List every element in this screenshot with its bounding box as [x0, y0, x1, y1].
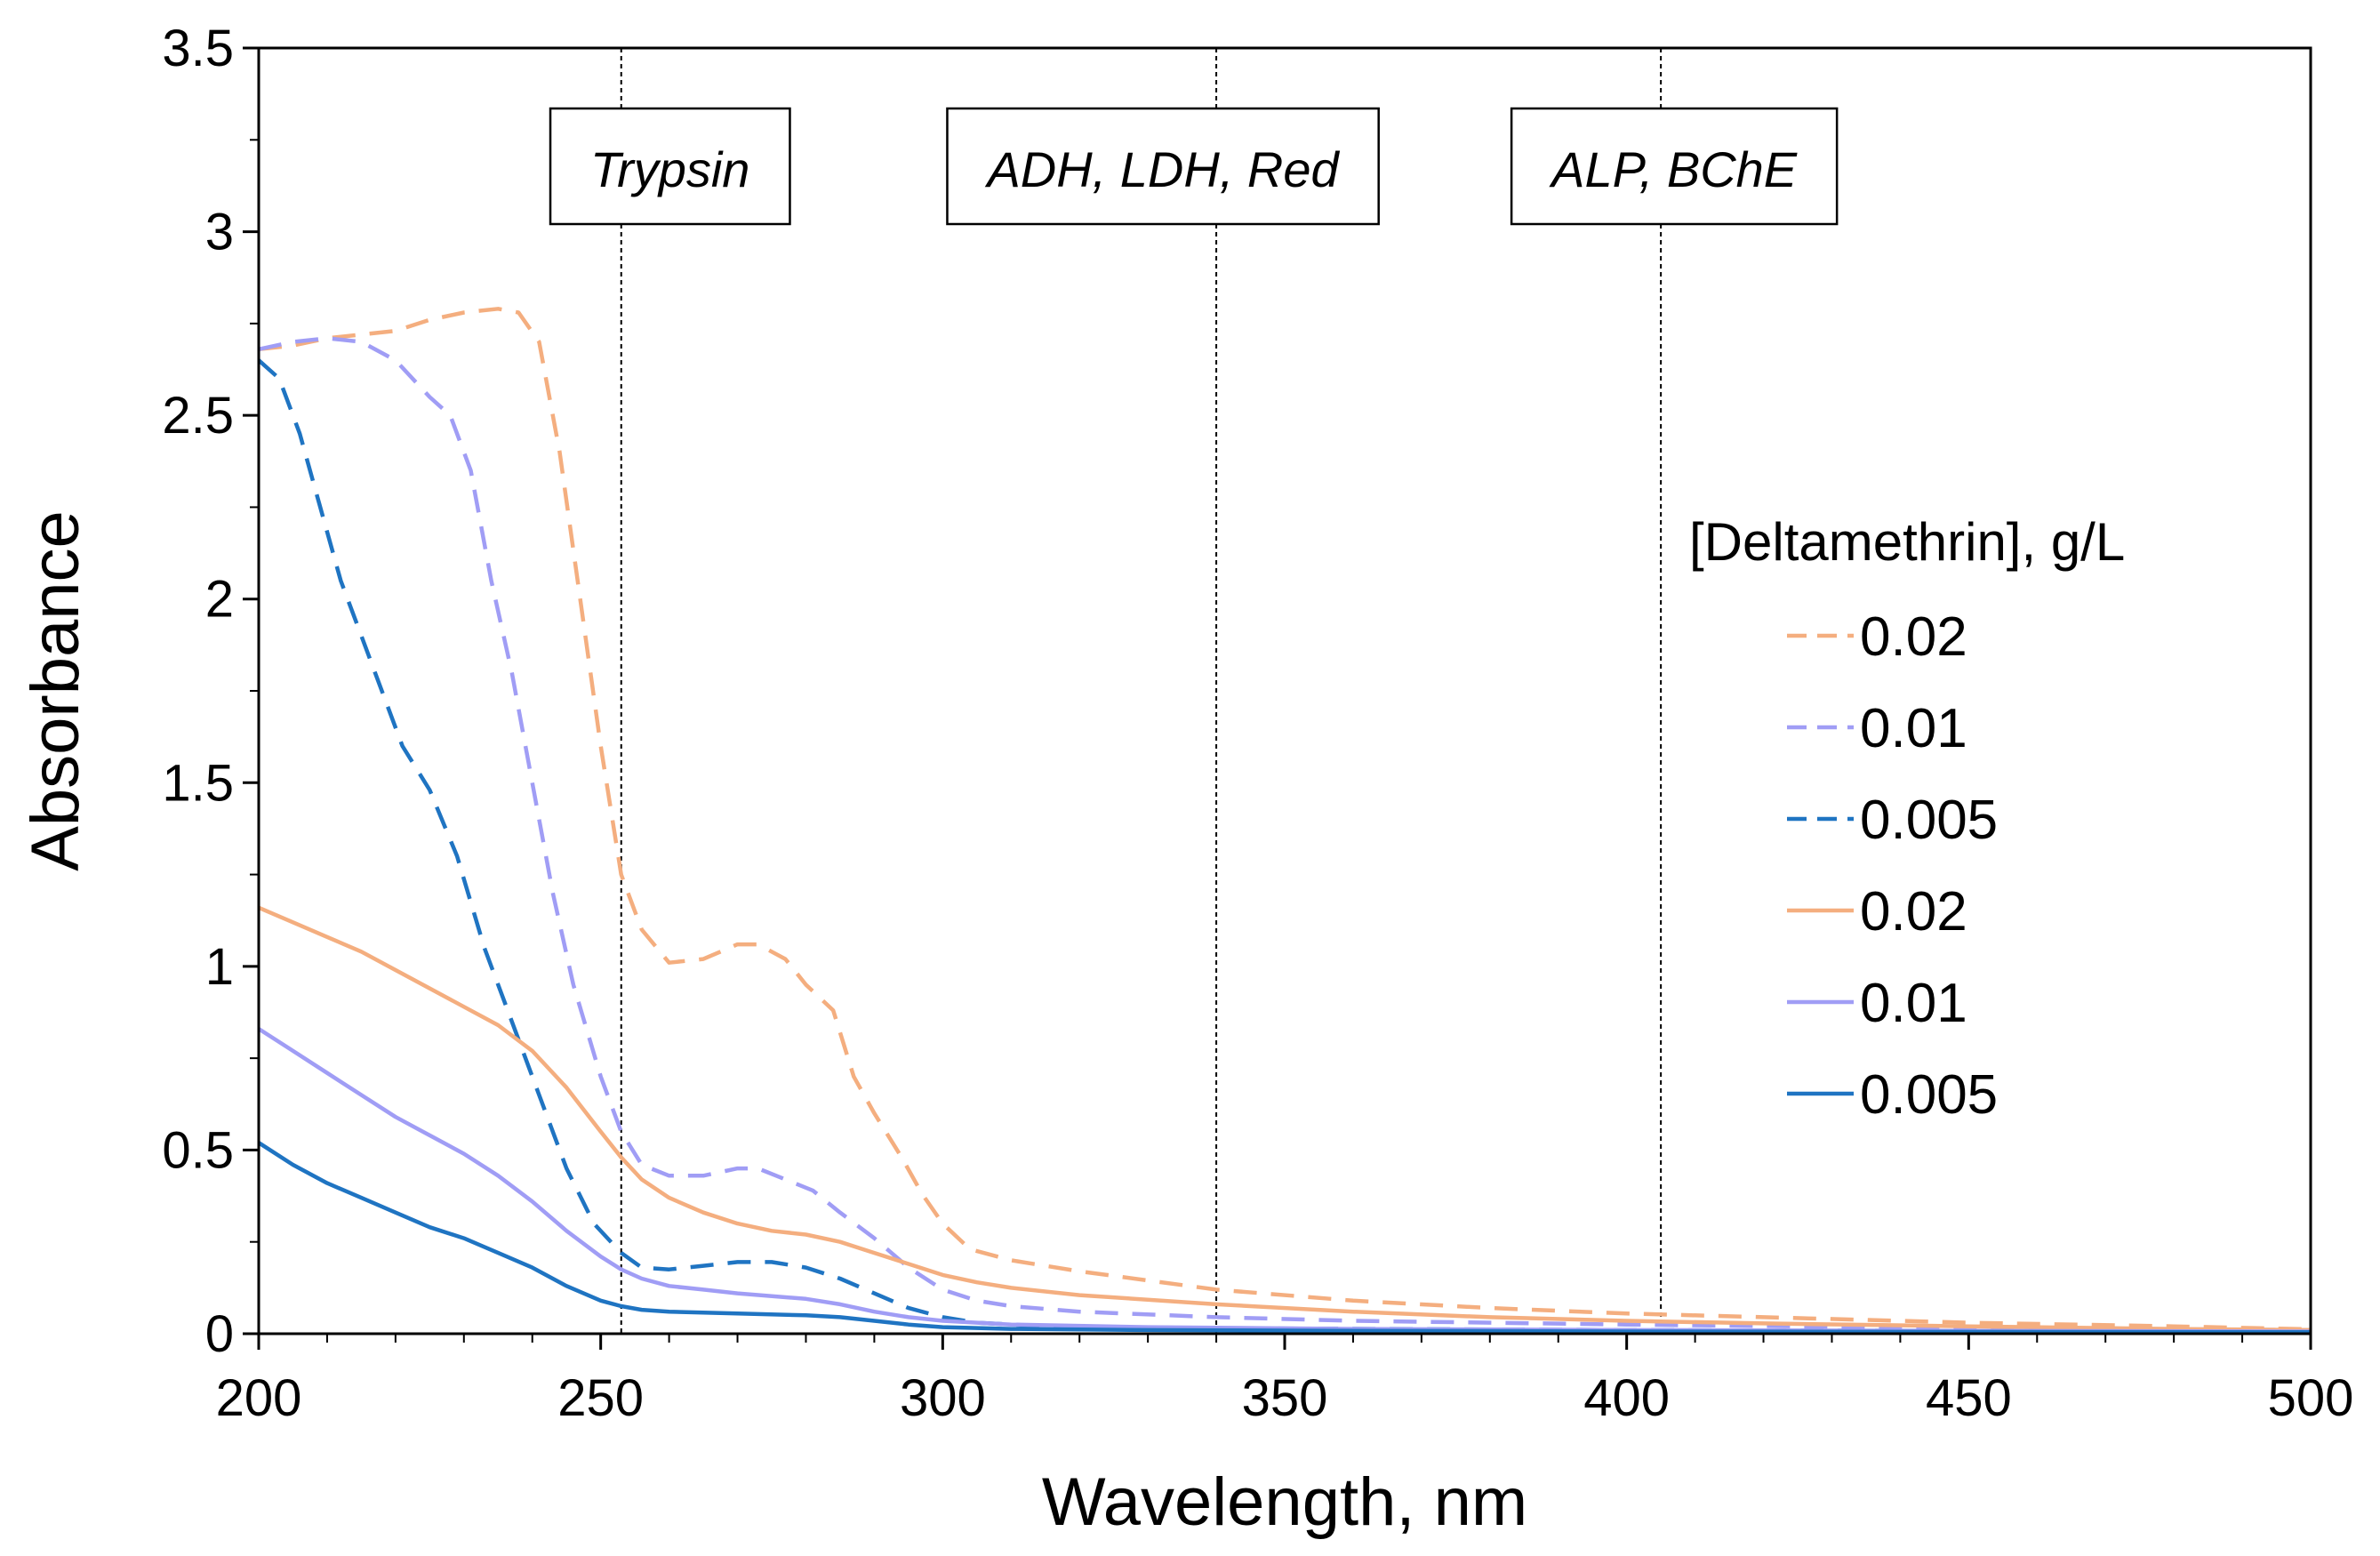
legend-label: 0.005	[1860, 1064, 1998, 1126]
legend: [Deltamethrin], g/L 0.020.010.0050.020.0…	[1689, 512, 2125, 1126]
legend-label: 0.01	[1860, 973, 1967, 1034]
legend-label: 0.01	[1860, 698, 1967, 759]
x-tick-label: 500	[2268, 1369, 2354, 1427]
annotation-box: ALP, BChE	[1510, 107, 1839, 226]
annotation-label: ALP, BChE	[1549, 141, 1798, 197]
legend-label: 0.02	[1860, 606, 1967, 668]
y-tick-label: 3	[205, 204, 234, 261]
x-axis-title: Wavelength, nm	[1042, 1464, 1527, 1540]
y-axis-ticks: 0 0.5 1 1.5 2 2.5 3 3.5	[162, 20, 259, 1363]
series-layer	[257, 307, 2312, 1335]
annotation-frame	[946, 107, 1380, 226]
series-line	[257, 358, 2312, 1335]
annotation-box: ADH, LDH, Red	[946, 107, 1380, 226]
legend-title: [Deltamethrin], g/L	[1689, 512, 2125, 572]
y-tick-label: 0	[205, 1305, 234, 1363]
y-tick-label: 1	[205, 938, 234, 996]
annotation-box: Trypsin	[549, 107, 791, 226]
legend-item: 0.02	[1787, 881, 1967, 942]
series-line	[258, 905, 2312, 1333]
x-axis-ticks: 200 250 300 350 400 450 500	[216, 1334, 2354, 1427]
y-tick-label: 2	[205, 571, 234, 629]
reference-lines	[620, 48, 1663, 1334]
y-tick-label: 1.5	[162, 754, 234, 812]
y-axis-title: Absorbance	[18, 510, 93, 871]
series-line	[257, 1141, 2312, 1335]
legend-item: 0.005	[1787, 790, 1998, 851]
legend-item: 0.01	[1787, 973, 1967, 1034]
annotation-boxes: Trypsin ADH, LDH, Red ALP, BChE	[549, 107, 1839, 226]
legend-label: 0.02	[1860, 881, 1967, 942]
y-tick-label: 3.5	[162, 20, 234, 77]
x-tick-label: 450	[1926, 1369, 2012, 1427]
x-tick-label: 300	[900, 1369, 986, 1427]
y-tick-label: 0.5	[162, 1121, 234, 1179]
annotation-frame	[549, 107, 791, 226]
legend-items: 0.02 0.01 0.005 0.02 0.01 0.005	[1787, 606, 1998, 1126]
series-line	[257, 1027, 2312, 1334]
x-tick-label: 400	[1583, 1369, 1670, 1427]
x-tick-label: 350	[1242, 1369, 1328, 1427]
y-tick-label: 2.5	[162, 387, 234, 445]
legend-item: 0.005	[1787, 1064, 1998, 1126]
annotation-label: Trypsin	[590, 141, 749, 197]
series-line	[258, 336, 2312, 1333]
legend-item: 0.02	[1787, 606, 1967, 668]
series-line	[258, 307, 2312, 1332]
annotation-label: ADH, LDH, Red	[984, 141, 1340, 197]
legend-label: 0.005	[1860, 790, 1998, 851]
legend-item: 0.01	[1787, 698, 1967, 759]
x-tick-label: 250	[557, 1369, 644, 1427]
annotation-frame	[1510, 107, 1839, 226]
x-tick-label: 200	[216, 1369, 302, 1427]
